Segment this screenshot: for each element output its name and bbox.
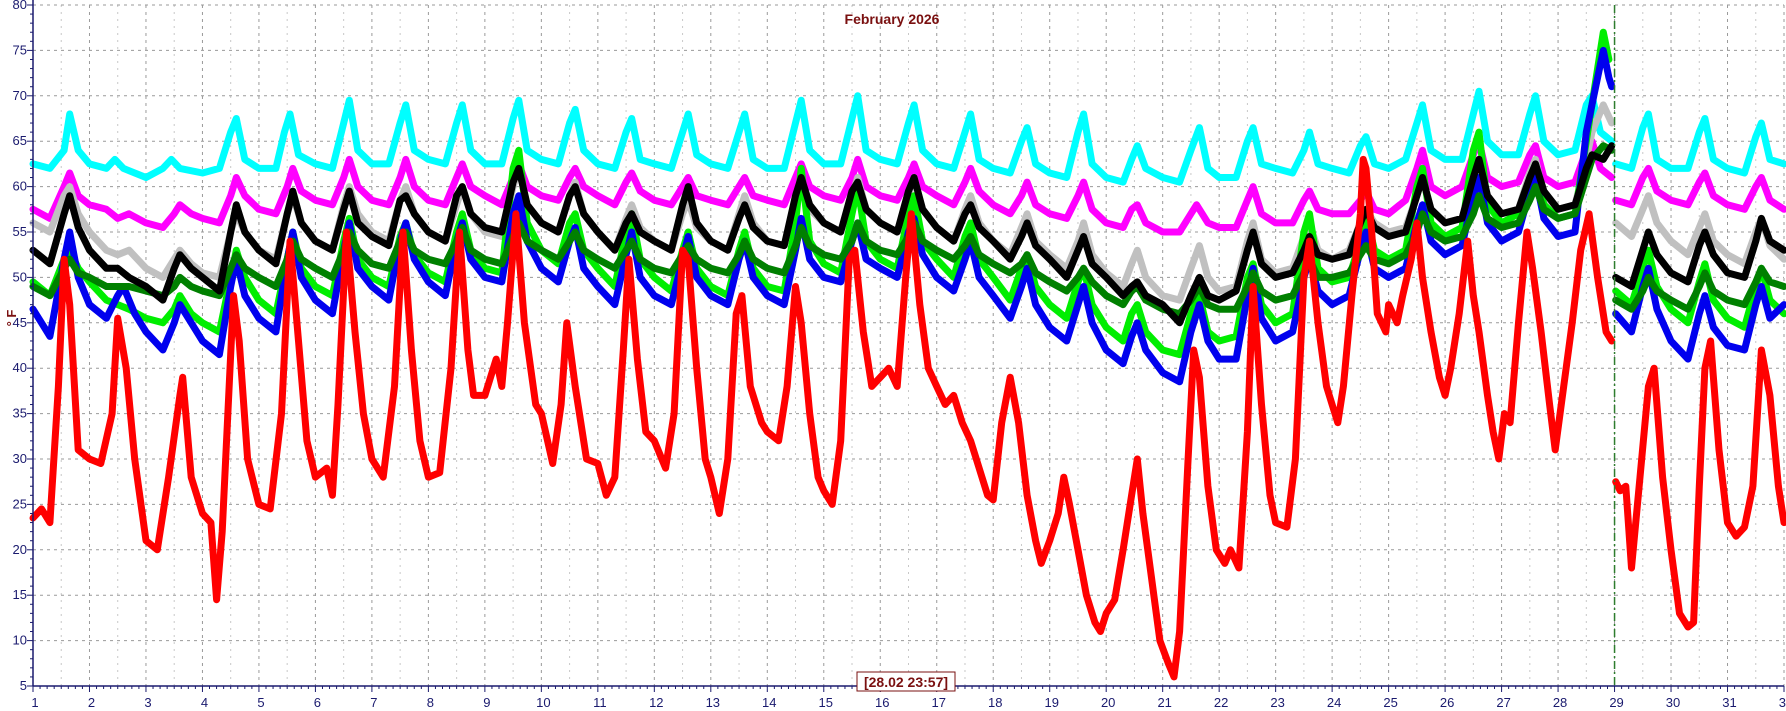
y-tick-label: 15 — [13, 587, 27, 602]
x-tick-label: 1 — [31, 695, 38, 710]
x-tick-label: 13 — [706, 695, 720, 710]
x-tick-label: 17 — [932, 695, 946, 710]
y-axis-unit-label: ° F — [4, 310, 19, 327]
x-tick-label: 28 — [1553, 695, 1567, 710]
x-tick-label: 25 — [1383, 695, 1397, 710]
y-tick-label: 50 — [13, 269, 27, 284]
x-tick-labels: 1 2 3 4 5 6 7 8 9 10 11 12 13 14 15 16 17 18 19 20 21 22 23 24 2… — [31, 695, 1786, 710]
x-tick-label: 11 — [593, 695, 607, 710]
x-tick-label: 31 — [1722, 695, 1736, 710]
series-layer — [29, 28, 1786, 681]
x-tick-label: 20 — [1101, 695, 1115, 710]
x-tick-label: 26 — [1440, 695, 1454, 710]
x-tick-label: 24 — [1327, 695, 1341, 710]
x-tick-label: 8 — [427, 695, 434, 710]
x-tick-label: 21 — [1157, 695, 1171, 710]
x-tick-label: 15 — [819, 695, 833, 710]
y-tick-label: 35 — [13, 406, 27, 421]
y-tick-label: 10 — [13, 633, 27, 648]
x-tick-label: 14 — [762, 695, 776, 710]
x-tick-label: 5 — [257, 695, 264, 710]
y-tick-label: 45 — [13, 315, 27, 330]
x-tick-label: 23 — [1270, 695, 1284, 710]
series-line-7 — [29, 155, 1786, 681]
chart-title: February 2026 — [845, 11, 940, 27]
x-tick-label: 32 — [1779, 695, 1786, 710]
y-tick-label: 25 — [13, 496, 27, 511]
x-tick-label: 4 — [201, 695, 208, 710]
y-tick-label: 20 — [13, 542, 27, 557]
x-tick-label: 27 — [1496, 695, 1510, 710]
y-tick-label: 55 — [13, 224, 27, 239]
x-tick-label: 19 — [1044, 695, 1058, 710]
timestamp-label: [28.02 23:57] — [864, 674, 948, 690]
timestamp-box — [856, 671, 956, 692]
x-tick-label: 7 — [370, 695, 377, 710]
y-tick-label: 5 — [20, 678, 27, 693]
x-tick-label: 9 — [483, 695, 490, 710]
y-tick-label: 60 — [13, 179, 27, 194]
x-tick-label: 6 — [314, 695, 321, 710]
x-tick-label: 2 — [88, 695, 95, 710]
y-tick-label: 40 — [13, 360, 27, 375]
y-tick-labels: 5 10 15 20 25 30 35 40 45 50 55 60 65 70 75 80 — [13, 0, 27, 693]
y-tick-label: 75 — [13, 42, 27, 57]
x-tick-label: 29 — [1609, 695, 1623, 710]
x-tick-label: 10 — [536, 695, 550, 710]
y-tick-label: 70 — [13, 88, 27, 103]
y-tick-label: 30 — [13, 451, 27, 466]
series-line-0 — [29, 87, 1786, 186]
x-tick-label: 3 — [144, 695, 151, 710]
y-tick-label: 80 — [13, 0, 27, 12]
x-tick-label: 18 — [988, 695, 1002, 710]
x-tick-label: 22 — [1214, 695, 1228, 710]
x-tick-label: 12 — [649, 695, 663, 710]
y-tick-label: 65 — [13, 133, 27, 148]
grid — [32, 4, 1785, 687]
x-tick-label: 30 — [1666, 695, 1680, 710]
x-tick-label: 16 — [875, 695, 889, 710]
